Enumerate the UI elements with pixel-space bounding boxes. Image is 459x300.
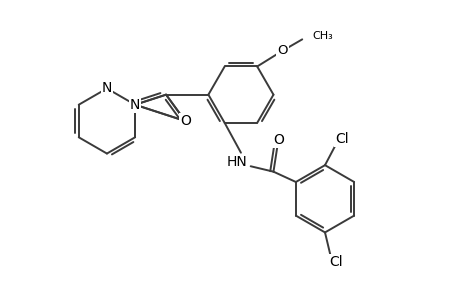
- Text: Cl: Cl: [335, 132, 348, 146]
- Text: O: O: [179, 114, 190, 128]
- Text: N: N: [101, 82, 112, 95]
- Text: CH₃: CH₃: [311, 31, 332, 41]
- Text: O: O: [277, 44, 287, 57]
- Text: HN: HN: [226, 155, 246, 170]
- Text: O: O: [273, 133, 284, 147]
- Text: Cl: Cl: [328, 255, 342, 269]
- Text: N: N: [129, 98, 140, 112]
